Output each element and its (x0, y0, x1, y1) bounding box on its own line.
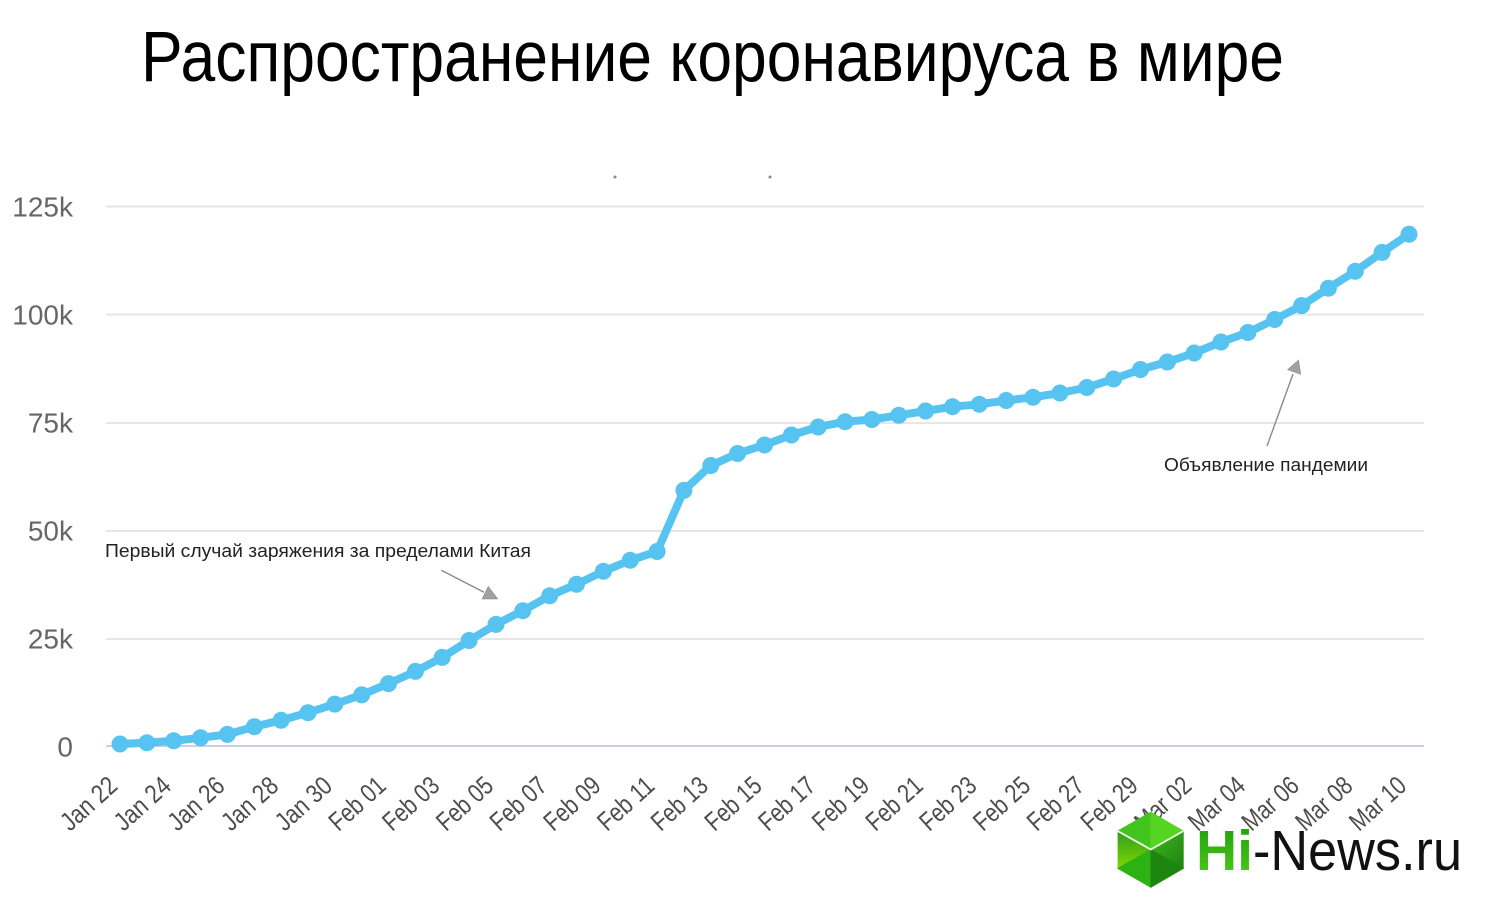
svg-text:25k: 25k (28, 624, 74, 655)
svg-text:75k: 75k (28, 408, 74, 439)
svg-text:-News.ru: -News.ru (1253, 819, 1462, 883)
svg-text:Hi: Hi (1196, 819, 1253, 883)
svg-text:100k: 100k (12, 300, 74, 331)
svg-text:125k: 125k (12, 192, 74, 223)
svg-text:0: 0 (57, 732, 73, 763)
svg-text:50k: 50k (28, 516, 74, 547)
svg-text:Первый случай заряжения за пре: Первый случай заряжения за пределами Кит… (105, 541, 531, 561)
svg-text:Распространение коронавируса в: Распространение коронавируса в мире (141, 18, 1284, 97)
svg-text:Объявление пандемии: Объявление пандемии (1164, 455, 1368, 475)
